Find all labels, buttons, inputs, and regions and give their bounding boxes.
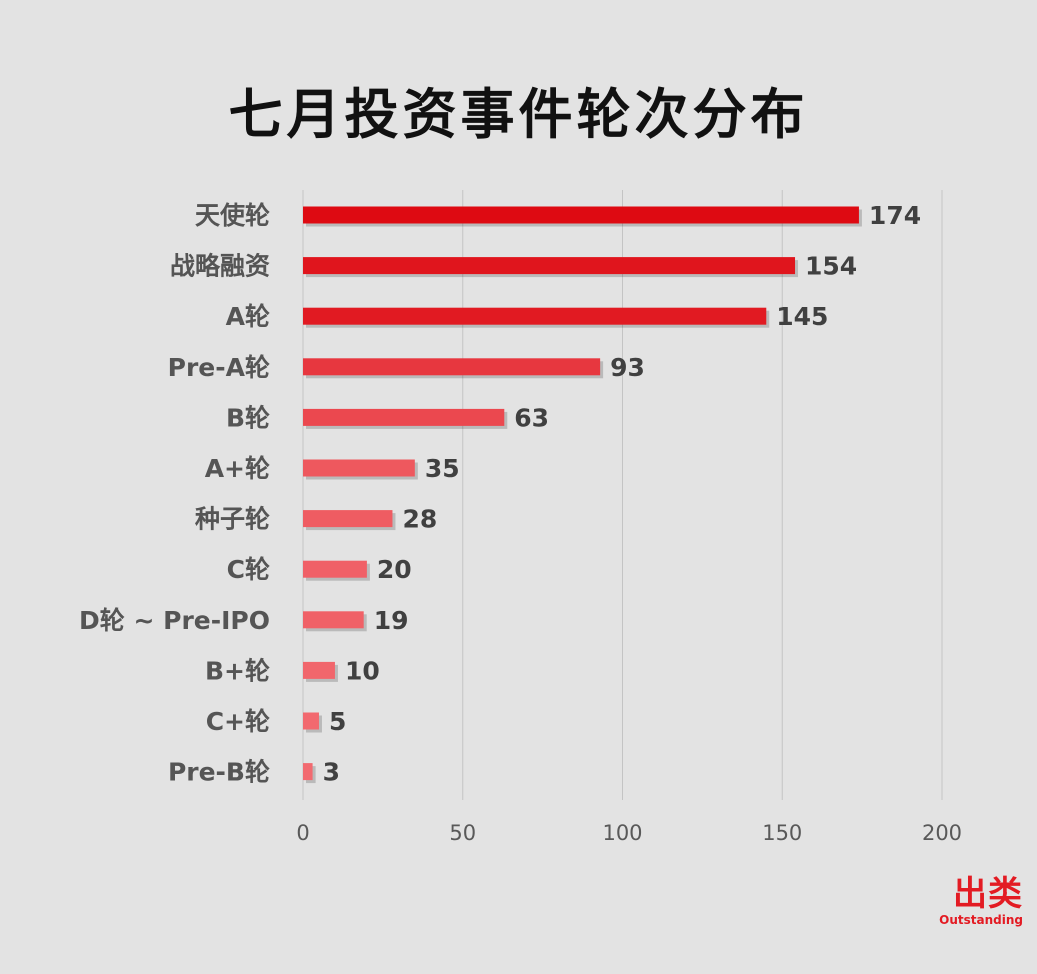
bar <box>303 206 859 224</box>
category-label: 天使轮 <box>195 201 270 230</box>
data-label: 5 <box>329 707 346 736</box>
bar <box>303 712 319 730</box>
category-label: B轮 <box>226 403 270 432</box>
brand-name-cn: 出类 <box>953 874 1023 914</box>
data-label: 10 <box>345 656 380 685</box>
data-label: 93 <box>610 353 645 382</box>
bar <box>303 510 393 528</box>
category-label: Pre-B轮 <box>168 758 270 787</box>
data-label: 63 <box>514 403 549 432</box>
data-label: 28 <box>402 505 437 534</box>
chart-title: 七月投资事件轮次分布 <box>228 83 809 146</box>
bars <box>303 206 862 784</box>
category-label: A+轮 <box>205 454 270 483</box>
bar <box>303 560 367 578</box>
bar <box>303 459 415 477</box>
bar <box>303 763 313 781</box>
x-tick-label: 100 <box>602 821 642 845</box>
category-label: D轮 ~ Pre-IPO <box>79 606 270 635</box>
category-label: C+轮 <box>206 707 270 736</box>
value-labels: 174 154 145 93 63 35 28 20 19 10 5 3 <box>323 201 922 787</box>
data-label: 20 <box>377 555 412 584</box>
bar <box>303 307 767 325</box>
category-label: B+轮 <box>205 656 270 685</box>
data-label: 19 <box>374 606 409 635</box>
category-label: C轮 <box>227 555 270 584</box>
data-label: 154 <box>805 252 857 281</box>
category-label: 战略融资 <box>170 252 270 281</box>
brand-logo: 出类 Outstanding <box>939 876 1023 928</box>
data-label: 35 <box>425 454 460 483</box>
x-tick-label: 0 <box>296 821 309 845</box>
bar <box>303 661 335 679</box>
bar <box>303 358 601 376</box>
data-label: 145 <box>776 302 828 331</box>
x-tick-label: 50 <box>449 821 476 845</box>
category-label: A轮 <box>226 302 270 331</box>
x-tick-label: 200 <box>922 821 962 845</box>
data-label: 3 <box>323 758 340 787</box>
x-axis-ticks: 0 50 100 150 200 <box>296 821 962 845</box>
bar <box>303 611 364 629</box>
category-label: Pre-A轮 <box>168 353 270 382</box>
gridlines <box>302 190 943 800</box>
x-tick-label: 150 <box>762 821 802 845</box>
bar <box>303 257 796 275</box>
category-label: 种子轮 <box>195 505 270 534</box>
brand-name-en: Outstanding <box>939 913 1023 927</box>
bar <box>303 408 505 426</box>
data-label: 174 <box>869 201 921 230</box>
